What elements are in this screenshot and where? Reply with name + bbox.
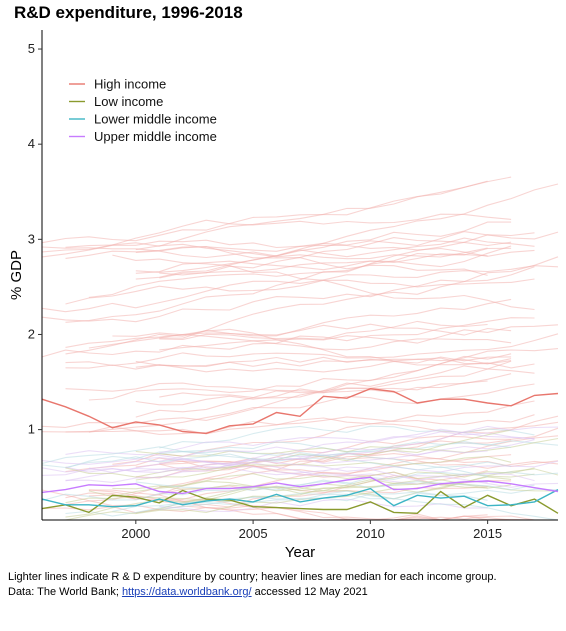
country-line xyxy=(159,237,512,279)
series-line-upper-middle-income xyxy=(41,476,559,495)
country-line xyxy=(41,365,535,428)
legend-label: High income xyxy=(94,77,166,92)
country-line xyxy=(135,243,488,260)
country-line xyxy=(65,256,559,355)
country-line xyxy=(159,373,512,399)
y-tick-label: 1 xyxy=(28,422,35,437)
country-line xyxy=(65,213,512,248)
country-line xyxy=(65,333,559,366)
source-prefix: Data: The World Bank; xyxy=(8,586,122,598)
country-line xyxy=(159,498,488,513)
country-line xyxy=(135,357,512,367)
country-line xyxy=(65,232,535,323)
axes: 1 2 3 4 5 2000 2005 2010 2015 Year % GDP xyxy=(8,30,558,561)
country-line xyxy=(135,246,488,276)
y-tick-label: 3 xyxy=(28,231,35,246)
country-line xyxy=(42,476,512,521)
x-tick-label: 2015 xyxy=(473,526,502,541)
median-lines xyxy=(41,387,559,515)
country-line xyxy=(41,176,512,253)
country-line xyxy=(41,180,488,244)
country-line xyxy=(159,253,488,276)
country-line xyxy=(65,455,512,478)
source-suffix: accessed 12 May 2021 xyxy=(251,586,368,598)
caption: Lighter lines indicate R & D expenditure… xyxy=(8,570,497,600)
legend-label: Lower middle income xyxy=(94,112,217,127)
country-line xyxy=(41,505,535,521)
legend: High income Low income Lower middle income… xyxy=(69,77,217,144)
country-line xyxy=(65,356,535,370)
country-line xyxy=(41,452,512,469)
country-line xyxy=(159,469,488,508)
country-line xyxy=(65,439,535,465)
country-line xyxy=(88,328,512,365)
country-line xyxy=(65,460,559,482)
country-line xyxy=(88,247,512,298)
country-line xyxy=(112,254,535,311)
country-line xyxy=(135,221,512,273)
caption-note: Lighter lines indicate R & D expenditure… xyxy=(8,571,497,583)
country-line xyxy=(159,320,488,341)
country-line xyxy=(65,490,559,521)
country-line xyxy=(135,437,559,457)
series-line-low-income xyxy=(41,489,559,515)
country-line xyxy=(41,428,535,476)
country-line xyxy=(88,348,559,401)
country-line xyxy=(41,446,488,478)
country-line xyxy=(65,467,535,504)
legend-label: Low income xyxy=(94,94,163,109)
country-line xyxy=(159,298,512,339)
source-link[interactable]: https://data.worldbank.org/ xyxy=(121,586,252,598)
country-line xyxy=(65,183,559,259)
country-line xyxy=(41,239,535,258)
country-line xyxy=(112,492,488,512)
x-tick-label: 2005 xyxy=(239,526,268,541)
y-tick-label: 5 xyxy=(28,41,35,56)
x-axis-title: Year xyxy=(285,544,315,561)
caption-source: Data: The World Bank; https://data.world… xyxy=(8,585,497,600)
country-lines xyxy=(41,176,559,521)
country-line xyxy=(65,380,488,394)
country-line xyxy=(88,383,535,433)
country-line xyxy=(159,468,559,488)
series-line-high-income xyxy=(41,387,559,435)
y-tick-label: 4 xyxy=(28,136,35,151)
country-line xyxy=(41,266,535,323)
country-line xyxy=(159,338,512,351)
legend-label: Upper middle income xyxy=(94,129,217,144)
country-line xyxy=(41,414,535,435)
series-line-lower-middle-income xyxy=(41,487,559,508)
country-line xyxy=(41,317,535,358)
y-axis-title: % GDP xyxy=(8,250,25,300)
country-line xyxy=(65,450,488,483)
country-line xyxy=(159,425,535,449)
country-line xyxy=(135,356,512,373)
x-tick-label: 2010 xyxy=(356,526,385,541)
country-line xyxy=(135,360,512,418)
x-tick-label: 2000 xyxy=(121,526,150,541)
country-line xyxy=(135,429,512,481)
country-line xyxy=(65,278,535,305)
y-tick-label: 2 xyxy=(28,326,35,341)
chart-title: R&D expenditure, 1996-2018 xyxy=(14,3,243,22)
